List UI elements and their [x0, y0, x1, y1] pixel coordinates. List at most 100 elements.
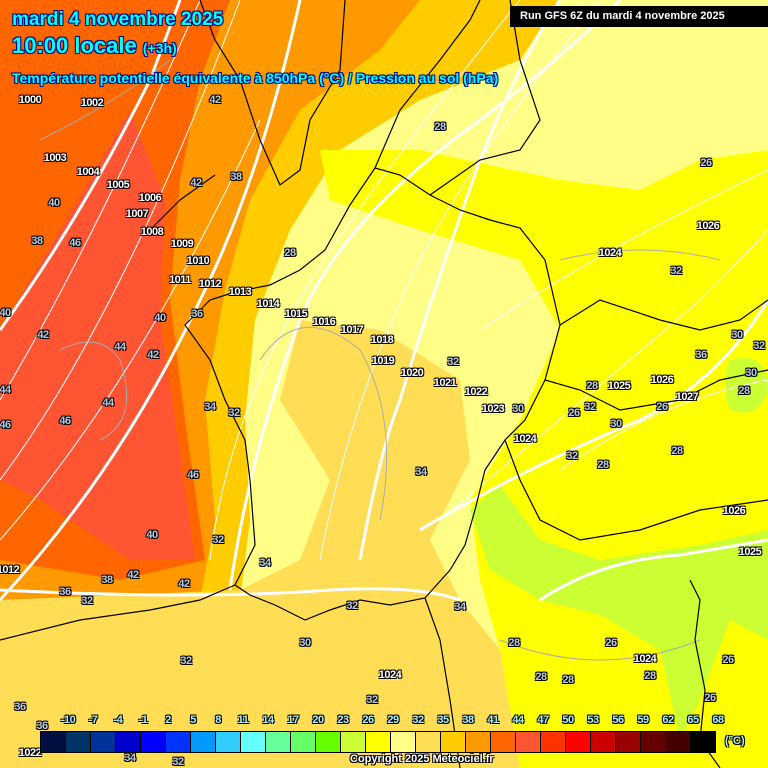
belgium-netherlands-border	[374, 0, 541, 196]
legend-swatch	[341, 732, 366, 752]
legend-swatch	[466, 732, 491, 752]
temperature-label: 30	[731, 329, 743, 341]
temperature-label: 26	[722, 654, 734, 666]
pressure-label: 1024	[633, 653, 657, 665]
temperature-label: 34	[454, 601, 466, 613]
temperature-label: 32	[228, 407, 240, 419]
legend-tick-label: -1	[138, 714, 148, 726]
forecast-time: 10:00 locale (+3h)	[12, 33, 177, 59]
legend-swatch	[516, 732, 541, 752]
pressure-label: 1010	[186, 255, 210, 267]
temperature-label: 42	[209, 94, 221, 106]
temperature-label: 46	[187, 469, 199, 481]
legend-tick-label: -7	[88, 714, 98, 726]
pressure-label: 1012	[198, 278, 222, 290]
temperature-label: 46	[69, 237, 81, 249]
temperature-label: 28	[586, 380, 598, 392]
legend-tick-label: 26	[362, 714, 374, 726]
copyright: Copyright 2025 Meteociel.fr	[350, 753, 494, 765]
temperature-label: 34	[259, 557, 271, 569]
temperature-label: 28	[284, 247, 296, 259]
pressure-label: 1011	[169, 274, 191, 286]
pressure-label: 1014	[256, 298, 280, 310]
temperature-label: 42	[147, 349, 159, 361]
temperature-label: 32	[366, 694, 378, 706]
pressure-label: 1025	[607, 380, 631, 392]
temperature-label: 30	[610, 418, 622, 430]
legend-swatch	[41, 732, 66, 752]
temperature-label: 26	[568, 407, 580, 419]
legend-tick-label: 8	[215, 714, 221, 726]
temperature-label: 44	[102, 397, 114, 409]
temperature-label: 28	[644, 670, 656, 682]
temperature-label: 30	[512, 403, 524, 415]
isotherm-contours	[39, 59, 721, 661]
legend-tick-label: 47	[537, 714, 549, 726]
legend-swatch	[66, 732, 91, 752]
temperature-label: 38	[230, 171, 242, 183]
pressure-label: 1007	[125, 208, 149, 220]
forecast-date: mardi 4 novembre 2025	[12, 9, 224, 30]
temperature-label: 36	[14, 701, 26, 713]
temperature-label: 36	[36, 720, 48, 732]
legend-unit: (°C)	[725, 735, 745, 747]
temperature-label: 32	[172, 756, 184, 768]
pressure-label: 1024	[598, 247, 622, 259]
pressure-label: 1024	[513, 433, 537, 445]
legend-tick-label: 29	[387, 714, 399, 726]
pressure-label: 1012	[0, 564, 20, 576]
temperature-label: 28	[562, 674, 574, 686]
temperature-label: 46	[59, 415, 71, 427]
legend-tick-label: 5	[190, 714, 196, 726]
temperature-label: 32	[180, 655, 192, 667]
temperature-label: 36	[695, 349, 707, 361]
pressure-label: 1019	[371, 355, 395, 367]
legend-swatch	[191, 732, 216, 752]
lead-time: (+3h)	[142, 40, 177, 56]
legend-swatch	[641, 732, 666, 752]
legend-tick-label: 32	[412, 714, 424, 726]
pressure-label: 1013	[228, 286, 252, 298]
temperature-label: 32	[753, 340, 765, 352]
pressure-label: 1020	[400, 367, 424, 379]
temperature-label: 42	[190, 177, 202, 189]
pressure-label: 1027	[675, 391, 699, 403]
legend-tick-label: 23	[337, 714, 349, 726]
temperature-label: 30	[745, 367, 757, 379]
pressure-label: 1006	[138, 192, 162, 204]
zone-theta-47	[0, 110, 195, 560]
pressure-label: 1026	[722, 505, 746, 517]
legend-swatch	[91, 732, 116, 752]
isobars	[0, 0, 768, 602]
france-border	[184, 167, 561, 621]
pressure-label: 1015	[284, 308, 308, 320]
pressure-label: 1018	[370, 334, 394, 346]
legend-tick-label: 41	[487, 714, 499, 726]
temperature-label: 28	[738, 385, 750, 397]
temperature-label: 32	[566, 450, 578, 462]
temperature-label: 36	[59, 586, 71, 598]
temperature-label: 34	[415, 466, 427, 478]
pressure-label: 1009	[170, 238, 194, 250]
pressure-label: 1000	[18, 94, 42, 106]
temperature-label: 34	[124, 752, 136, 764]
legend-tick-label: 68	[712, 714, 724, 726]
pressure-label: 1025	[738, 546, 762, 558]
legend-swatch	[116, 732, 141, 752]
temperature-label: 32	[670, 265, 682, 277]
germany-border	[559, 299, 768, 331]
legend-swatch	[491, 732, 516, 752]
temperature-label: 40	[154, 312, 166, 324]
temperature-label: 38	[31, 235, 43, 247]
temperature-label: 32	[447, 356, 459, 368]
temperature-label: 42	[178, 578, 190, 590]
pressure-label: 1026	[650, 374, 674, 386]
pressure-label: 1022	[464, 386, 488, 398]
temperature-label: 32	[346, 600, 358, 612]
zone-theta-26	[470, 485, 768, 740]
legend-tick-label: 56	[612, 714, 624, 726]
uk-coast	[149, 0, 346, 231]
temperature-label: 40	[48, 197, 60, 209]
legend-swatch	[141, 732, 166, 752]
